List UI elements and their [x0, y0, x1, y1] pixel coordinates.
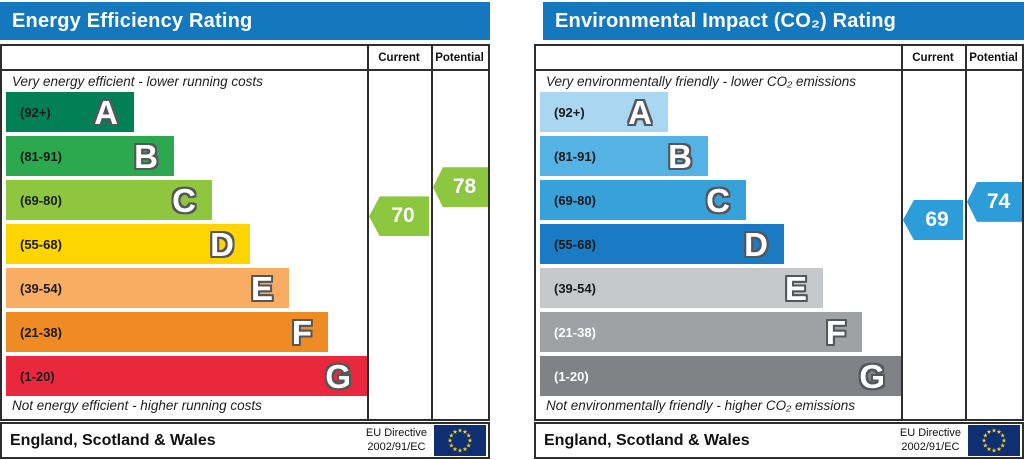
current-column-divider — [901, 46, 903, 419]
eu-directive-line1: EU Directive — [899, 427, 961, 440]
column-header-row — [2, 46, 488, 71]
current-rating-arrow: 70 — [369, 196, 429, 237]
band-range-label: (39-54) — [20, 280, 62, 296]
rating-table: Current Potential Very environmentally f… — [534, 44, 1024, 421]
footer-region-label: England, Scotland & Wales — [544, 431, 750, 449]
band-row-e: (39-54) E — [6, 268, 289, 308]
band-range-label: (1-20) — [554, 368, 589, 384]
band-range-label: (1-20) — [20, 368, 55, 384]
current-column-header: Current — [912, 51, 954, 64]
bottom-caption: Not energy efficient - higher running co… — [12, 398, 262, 413]
rating-table: Current Potential Very energy efficient … — [0, 44, 490, 421]
band-row-g: (1-20) G — [6, 356, 367, 396]
band-letter: C — [172, 181, 196, 219]
top-caption: Very energy efficient - lower running co… — [12, 74, 263, 89]
panel-title: Energy Efficiency Rating — [12, 9, 253, 32]
potential-rating-arrow: 78 — [433, 167, 488, 208]
band-row-f: (21-38) F — [6, 312, 328, 352]
band-letter: G — [325, 357, 351, 395]
eu-directive-label: EU Directive 2002/91/EC — [900, 427, 961, 453]
eu-directive-line2: 2002/91/EC — [367, 440, 426, 453]
potential-column-divider — [431, 46, 433, 419]
band-row-d: (55-68) D — [6, 224, 250, 264]
band-row-f: (21-38) F — [540, 312, 862, 352]
band-row-b: (81-91) B — [540, 136, 708, 176]
potential-column-header: Potential — [435, 51, 484, 64]
band-row-g: (1-20) G — [540, 356, 901, 396]
eu-directive-label: EU Directive 2002/91/EC — [366, 427, 427, 453]
bottom-caption: Not environmentally friendly - higher CO… — [546, 398, 856, 413]
footer-bar: England, Scotland & Wales EU Directive 2… — [534, 422, 1024, 459]
panel-title-bar: Environmental Impact (CO₂) Rating — [543, 2, 1024, 40]
band-row-a: (92+) A — [540, 92, 668, 132]
band-range-label: (21-38) — [20, 324, 62, 340]
potential-column-header: Potential — [969, 51, 1018, 64]
band-letter: A — [94, 93, 118, 131]
energy-efficiency-panel: Energy Efficiency Rating Current Potenti… — [0, 0, 490, 460]
footer-bar: England, Scotland & Wales EU Directive 2… — [0, 422, 490, 459]
current-column-header: Current — [378, 51, 420, 64]
band-range-label: (69-80) — [554, 192, 596, 208]
panel-title: Environmental Impact (CO₂) Rating — [555, 9, 897, 32]
band-letter: B — [134, 137, 158, 175]
band-row-d: (55-68) D — [540, 224, 784, 264]
environmental-impact-panel: Environmental Impact (CO₂) Rating Curren… — [534, 0, 1024, 460]
band-range-label: (55-68) — [20, 236, 62, 252]
band-row-e: (39-54) E — [540, 268, 823, 308]
band-letter: D — [210, 225, 234, 263]
eu-directive-line1: EU Directive — [365, 427, 427, 440]
potential-rating-value: 74 — [986, 189, 1011, 213]
band-letter: E — [250, 269, 273, 307]
band-row-c: (69-80) C — [540, 180, 746, 220]
band-letter: F — [825, 313, 846, 351]
band-row-a: (92+) A — [6, 92, 134, 132]
band-letter: C — [706, 181, 730, 219]
panel-title-bar: Energy Efficiency Rating — [0, 2, 490, 40]
column-header-row — [536, 46, 1022, 71]
potential-rating-value: 78 — [452, 175, 477, 199]
band-range-label: (81-91) — [20, 148, 62, 164]
potential-rating-arrow: 74 — [967, 181, 1022, 222]
band-letter: D — [744, 225, 768, 263]
band-range-label: (55-68) — [554, 236, 596, 252]
current-rating-arrow: 69 — [903, 200, 963, 240]
potential-column-divider — [965, 46, 967, 419]
eu-flag-icon — [968, 425, 1020, 456]
current-rating-value: 69 — [925, 208, 949, 231]
band-range-label: (92+) — [20, 104, 51, 120]
band-letter: G — [859, 357, 885, 395]
current-rating-value: 70 — [391, 204, 415, 228]
band-row-b: (81-91) B — [6, 136, 174, 176]
band-letter: E — [784, 269, 807, 307]
eu-directive-line2: 2002/91/EC — [901, 440, 960, 453]
band-letter: B — [668, 137, 692, 175]
band-range-label: (39-54) — [554, 280, 596, 296]
eu-flag-icon — [434, 425, 486, 456]
current-column-divider — [367, 46, 369, 419]
band-range-label: (69-80) — [20, 192, 62, 208]
band-range-label: (21-38) — [554, 324, 596, 340]
top-caption: Very environmentally friendly - lower CO… — [546, 74, 856, 89]
band-range-label: (81-91) — [554, 148, 596, 164]
footer-region-label: England, Scotland & Wales — [10, 431, 216, 449]
band-letter: F — [291, 313, 312, 351]
band-row-c: (69-80) C — [6, 180, 212, 220]
band-range-label: (92+) — [554, 104, 585, 120]
band-letter: A — [628, 93, 652, 131]
